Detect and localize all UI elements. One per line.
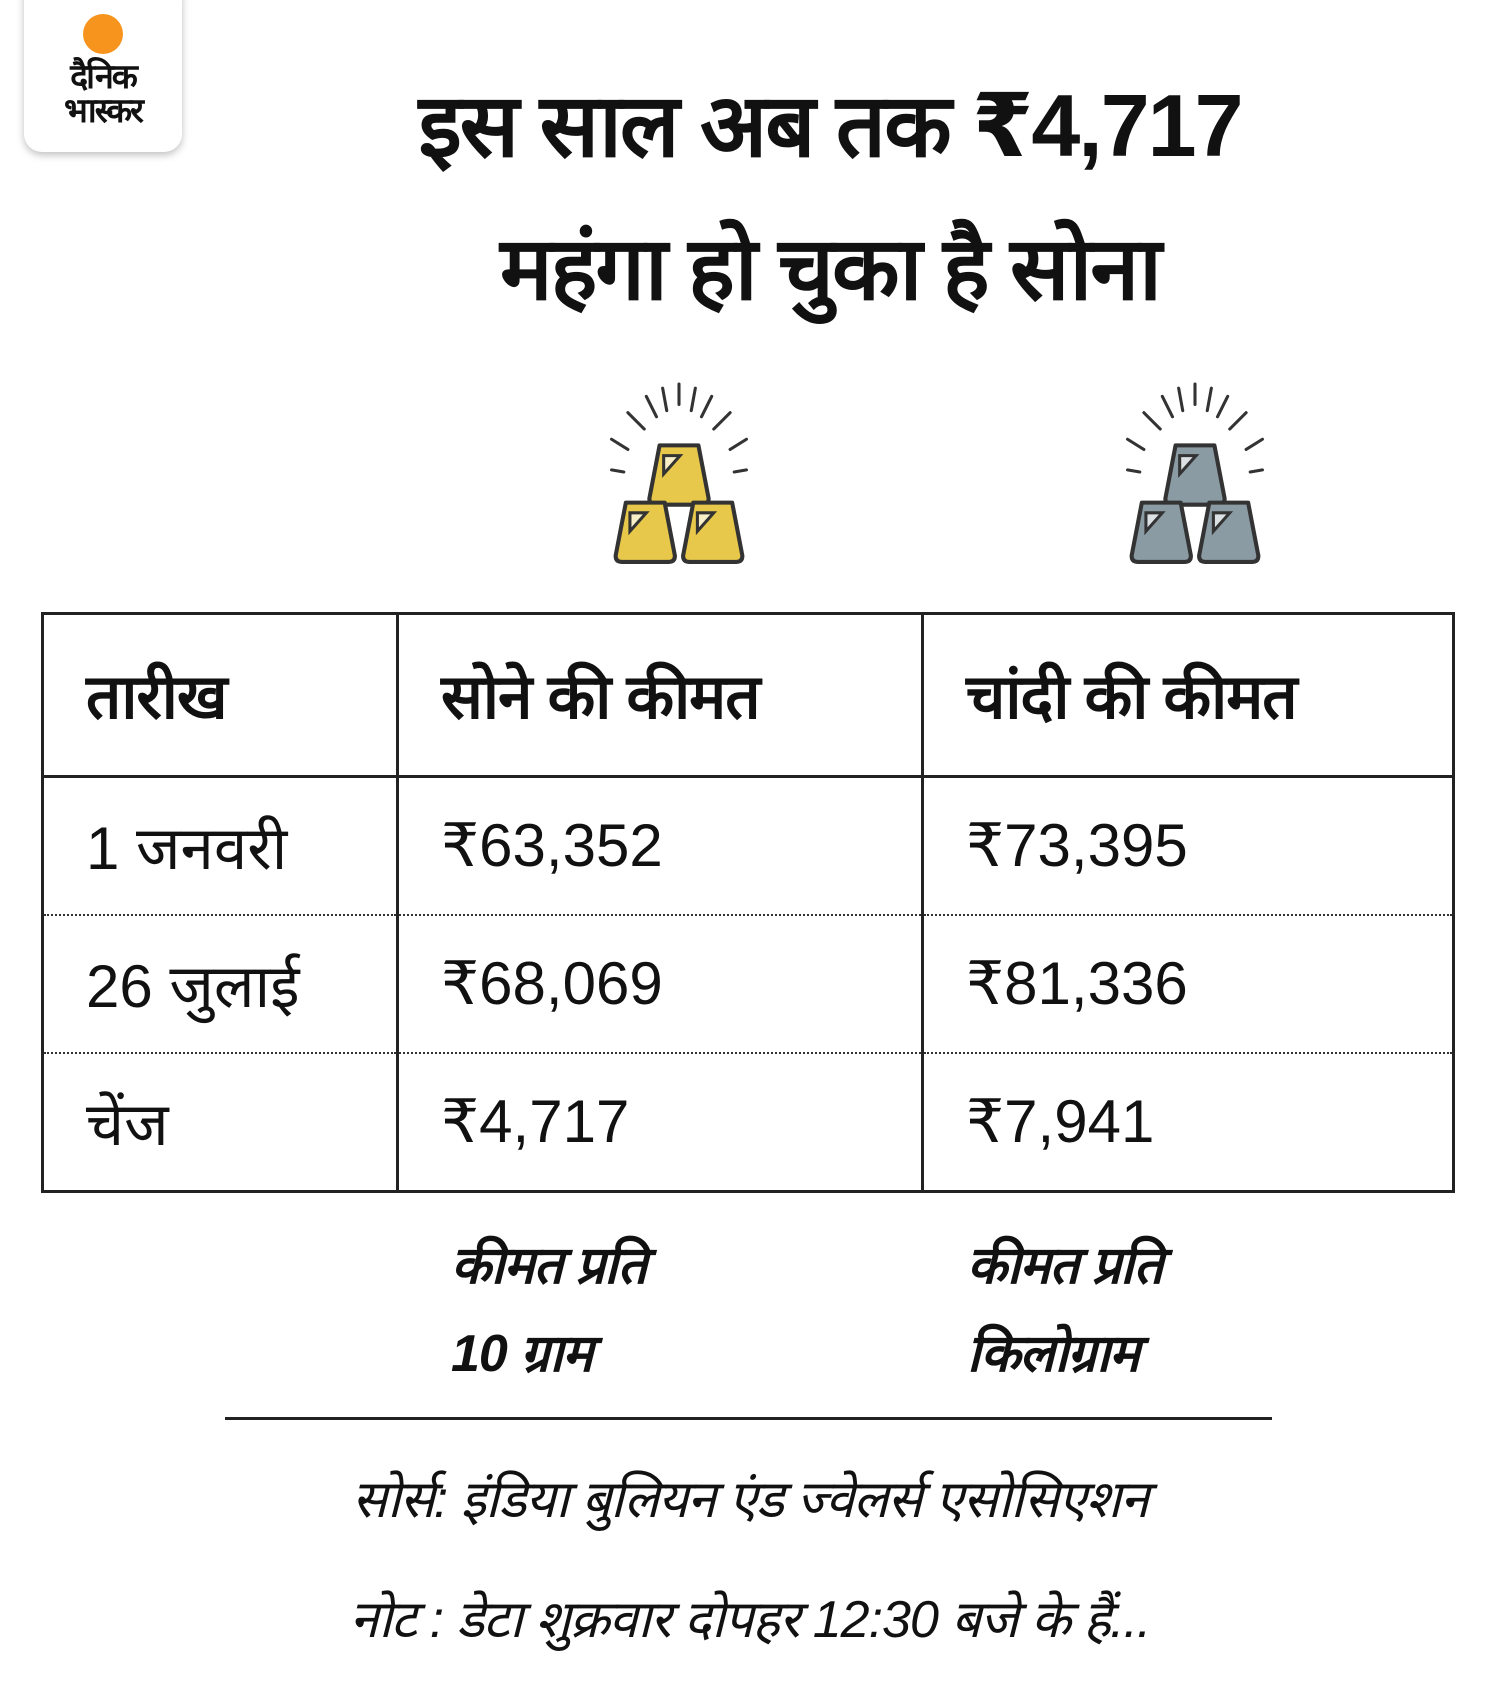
logo-word-2: भास्कर [64, 92, 144, 130]
gold-change-cell: ₹4,717 [396, 1053, 924, 1192]
dainik-bhaskar-logo: दैनिक भास्कर [24, 0, 182, 152]
gold-price-cell: ₹68,069 [396, 915, 924, 1054]
table-row: 1 जनवरी ₹63,352 ₹73,395 [41, 776, 1455, 916]
silver-change-cell: ₹7,941 [921, 1053, 1455, 1192]
silver-unit-line-2: किलोग्राम [967, 1325, 1140, 1383]
header-gold-price: सोने की कीमत [396, 613, 924, 778]
headline-line-2: महंगा हो चुका है सोना [500, 219, 1162, 318]
gold-bars-icon [610, 382, 748, 564]
sun-icon [83, 14, 123, 54]
silver-unit-line-1: कीमत प्रति [967, 1237, 1163, 1295]
divider [225, 1417, 1272, 1420]
change-label-cell: चेंज [41, 1053, 399, 1192]
silver-unit-note: कीमत प्रति किलोग्राम [967, 1222, 1163, 1398]
gold-price-cell: ₹63,352 [396, 776, 924, 916]
gold-unit-line-2: 10 ग्राम [451, 1325, 593, 1383]
table-row: चेंज ₹4,717 ₹7,941 [41, 1053, 1455, 1192]
price-table: तारीख सोने की कीमत चांदी की कीमत 1 जनवरी… [41, 612, 1455, 1193]
table-row: 26 जुलाई ₹68,069 ₹81,336 [41, 915, 1455, 1054]
silver-bars-icon [1126, 382, 1264, 564]
source-text: सोर्स: इंडिया बुलियन एंड ज्वेलर्स एसोसिए… [352, 1471, 1149, 1529]
silver-price-cell: ₹81,336 [921, 915, 1455, 1054]
silver-price-cell: ₹73,395 [921, 776, 1455, 916]
header-silver-price: चांदी की कीमत [921, 613, 1455, 778]
date-cell: 26 जुलाई [41, 915, 399, 1054]
note-text: नोट : डेटा शुक्रवार दोपहर 12:30 बजे के ह… [349, 1591, 1152, 1649]
table-header-row: तारीख सोने की कीमत चांदी की कीमत [41, 613, 1455, 778]
date-cell: 1 जनवरी [41, 776, 399, 916]
headline-line-1: इस साल अब तक ₹4,717 [418, 76, 1243, 175]
gold-unit-note: कीमत प्रति 10 ग्राम [451, 1222, 647, 1398]
header-date: तारीख [41, 613, 399, 778]
logo-word-1: दैनिक [70, 58, 138, 96]
gold-unit-line-1: कीमत प्रति [451, 1237, 647, 1295]
